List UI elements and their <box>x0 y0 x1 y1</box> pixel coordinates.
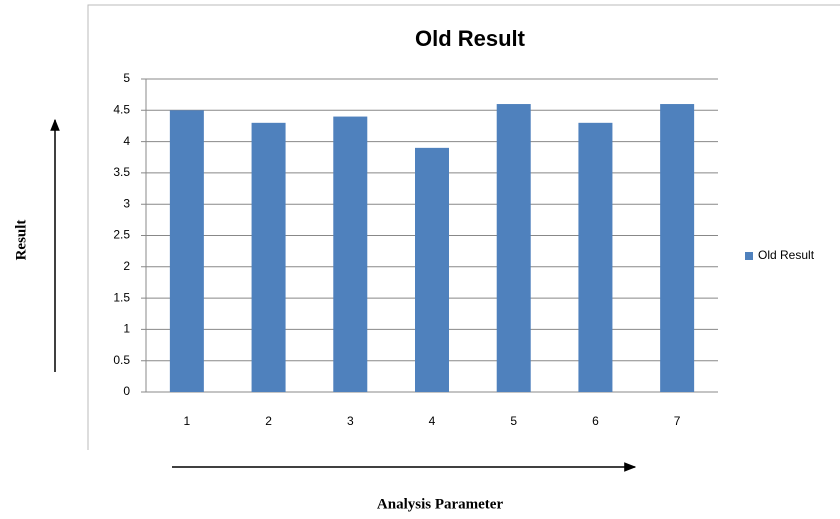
y-tick-label: 1 <box>123 322 130 336</box>
x-tick-label: 4 <box>429 414 436 428</box>
y-tick-label: 4.5 <box>113 102 130 116</box>
x-tick-label: 1 <box>184 414 191 428</box>
x-tick-label: 5 <box>510 414 517 428</box>
x-axis-label: Analysis Parameter <box>377 496 504 512</box>
x-tick-label: 6 <box>592 414 599 428</box>
bar <box>169 110 204 393</box>
legend-swatch <box>745 252 753 260</box>
x-tick-label: 3 <box>347 414 354 428</box>
y-tick-label: 4 <box>123 134 130 148</box>
y-axis-label: Result <box>13 220 29 261</box>
bar <box>251 122 286 392</box>
y-tick-label: 3 <box>123 196 130 210</box>
chart-title: Old Result <box>415 26 526 51</box>
y-tick-label: 1.5 <box>113 290 130 304</box>
bar <box>660 104 695 392</box>
bar <box>496 104 531 392</box>
y-tick-label: 2 <box>123 259 130 273</box>
y-tick-label: 0 <box>123 384 130 398</box>
x-tick-label: 7 <box>674 414 681 428</box>
bar <box>333 116 368 392</box>
bar <box>415 147 449 392</box>
y-tick-label: 3.5 <box>113 165 130 179</box>
bar <box>578 122 613 392</box>
y-tick-label: 2.5 <box>113 228 130 242</box>
y-tick-label: 5 <box>123 71 130 85</box>
x-tick-label: 2 <box>265 414 272 428</box>
y-tick-label: 0.5 <box>113 353 130 367</box>
legend-label: Old Result <box>758 248 815 262</box>
chart-border <box>87 4 840 450</box>
